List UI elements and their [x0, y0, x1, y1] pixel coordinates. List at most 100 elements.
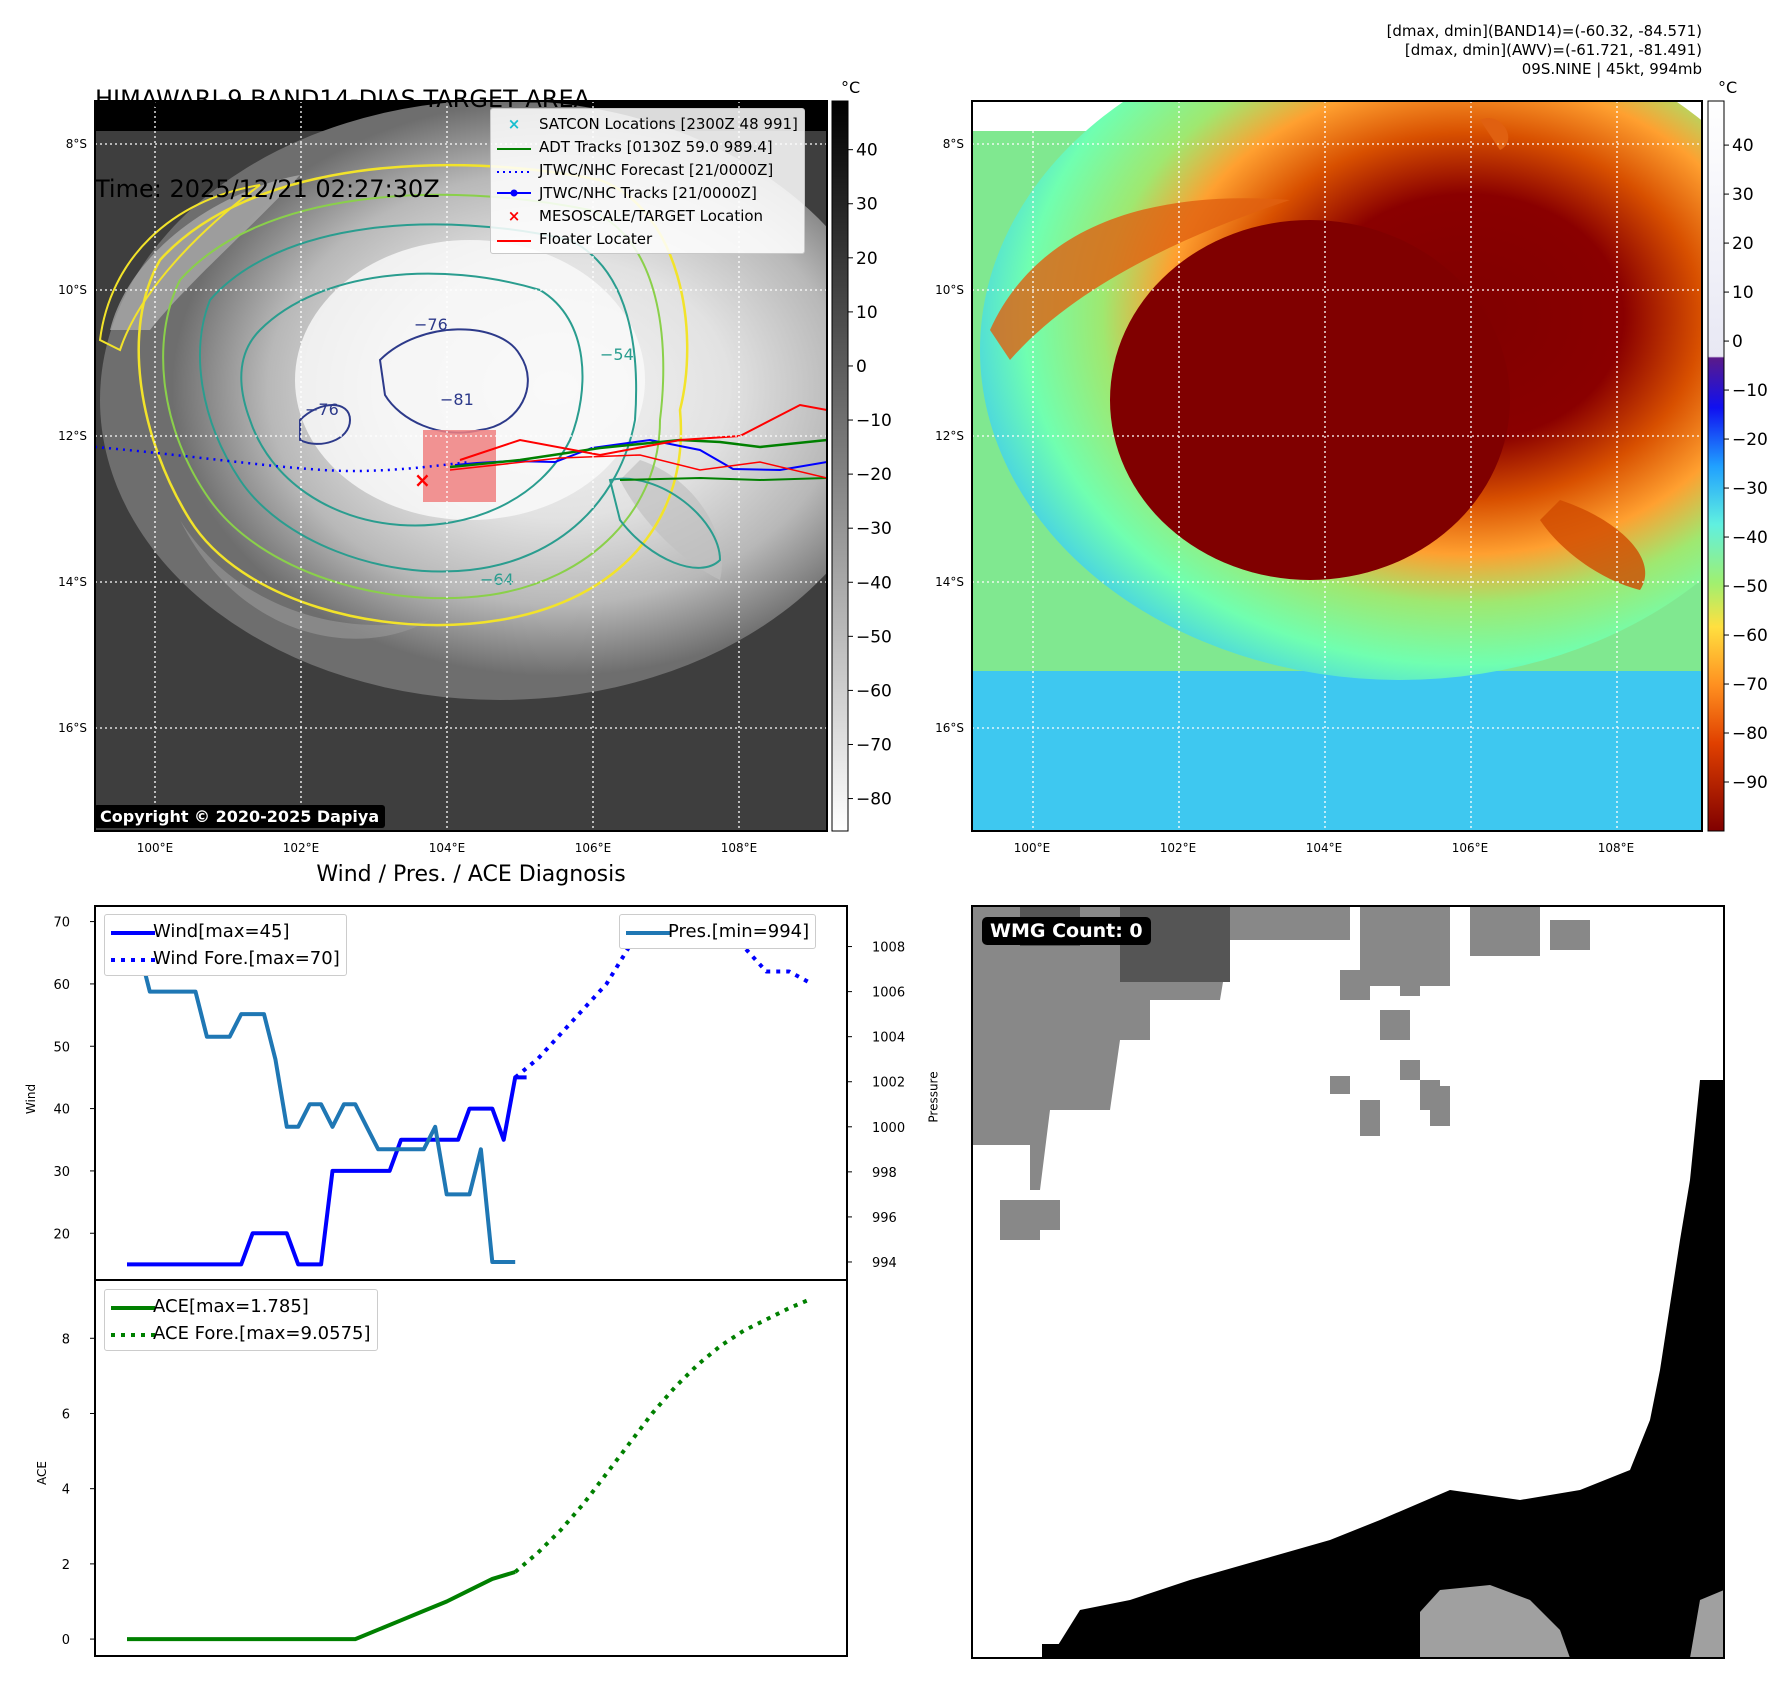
ir-lat-tick: 12°S [58, 429, 87, 443]
legend-item-ace-forecast: ACE Fore.[max=9.0575] [111, 1320, 371, 1347]
awv-lon-tick: 102°E [1160, 841, 1197, 855]
target-location-marker: × [414, 468, 431, 492]
legend-item-jtwc-tracks: JTWC/NHC Tracks [21/0000Z] [497, 181, 798, 204]
ir-colorbar [831, 100, 849, 832]
ir-colorbar-tick: −50 [856, 627, 892, 647]
legend-label: ACE Fore.[max=9.0575] [153, 1323, 371, 1344]
ir-lat-tick: 14°S [58, 575, 87, 589]
adt-track-line-2 [619, 476, 827, 482]
y-tick-label: 4 [62, 1483, 70, 1498]
wmg-image [972, 906, 1724, 1658]
ace-forecast-line-icon [111, 1323, 155, 1344]
awv-lat-tick: 14°S [935, 575, 964, 589]
awv-colorbar-tick: 30 [1732, 185, 1754, 205]
ir-colorbar-tick: −70 [856, 735, 892, 755]
floater-line [459, 403, 827, 461]
y-tick-label: 6 [62, 1407, 70, 1422]
legend-item-target: × MESOSCALE/TARGET Location [497, 204, 798, 227]
awv-colorbar-tick: 40 [1732, 136, 1754, 156]
awv-frame [971, 100, 1703, 832]
y2-tick-label: 1006 [872, 986, 905, 1001]
wind-line-icon [111, 921, 155, 942]
wmg-count-badge: WMG Count: 0 [982, 917, 1151, 945]
ace-chart: 0 2 4 6 8 [62, 1296, 813, 1648]
ir-colorbar-tick: −60 [856, 681, 892, 701]
awv-colorbar-tick: −60 [1732, 626, 1768, 646]
wind-forecast-line-icon [111, 948, 155, 969]
y-tick-label: 70 [53, 916, 70, 931]
y-tick-label: 8 [62, 1332, 70, 1347]
ir-colorbar-tick: 40 [856, 141, 878, 161]
pressure-line-icon [626, 921, 670, 942]
legend-item-ace: ACE[max=1.785] [111, 1293, 371, 1320]
y-tick-label: 60 [53, 978, 70, 993]
ace-frame [94, 1279, 848, 1657]
awv-lon-tick: 104°E [1306, 841, 1343, 855]
series-line-0 [127, 1075, 527, 1267]
legend-label: ACE[max=1.785] [153, 1296, 309, 1317]
awv-lat-tick: 10°S [935, 283, 964, 297]
ir-colorbar-tick: −30 [856, 519, 892, 539]
info-line-3: 09S.NINE | 45kt, 994mb [1521, 60, 1702, 78]
contour-label: −76 [305, 400, 339, 419]
awv-colorbar-tick: −40 [1732, 528, 1768, 548]
ir-colorbar-tick: 0 [856, 357, 867, 377]
ir-colorbar-tick: −10 [856, 411, 892, 431]
contour-label: −81 [440, 390, 474, 409]
y2-tick-label: 1004 [872, 1031, 905, 1046]
y2-tick-label: 1002 [872, 1076, 905, 1091]
floater-line-icon [497, 230, 531, 248]
map-ticks: 100°E 102°E 104°E 106°E 108°E 8°S 10°S 12°S 14°S… [58, 136, 1768, 855]
legend-label: SATCON Locations [2300Z 48 991] [539, 114, 798, 133]
legend-item-satcon: × SATCON Locations [2300Z 48 991] [497, 112, 798, 135]
y-tick-label: 30 [53, 1165, 70, 1180]
track-line-icon [497, 184, 531, 202]
ir-lat-tick: 10°S [58, 283, 87, 297]
awv-colorbar-tick: −30 [1732, 479, 1768, 499]
ace-axis-label: ACE [34, 1461, 49, 1485]
ir-lon-tick: 108°E [721, 841, 758, 855]
y-tick-label: 2 [62, 1558, 70, 1573]
ir-colorbar-tick: −40 [856, 573, 892, 593]
diagnosis-title: Wind / Pres. / ACE Diagnosis [316, 862, 626, 887]
awv-colorbar [1707, 100, 1725, 832]
awv-gridlines [972, 101, 1702, 831]
awv-colorbar-tick: −50 [1732, 577, 1768, 597]
storm-info: [dmax, dmin](BAND14)=(-60.32, -84.571) [… [1387, 22, 1702, 79]
ir-colorbar-tick: −20 [856, 465, 892, 485]
y2-tick-label: 1000 [872, 1121, 905, 1136]
legend-item-floater: Floater Locater [497, 227, 798, 250]
awv-lat-tick: 8°S [943, 137, 964, 151]
pressure-axis-label: Pressure [926, 1071, 941, 1123]
legend-label: ADT Tracks [0130Z 59.0 989.4] [539, 137, 773, 156]
figure-title: HIMAWARI-9 BAND14-DIAS TARGET AREA Time:… [95, 24, 590, 234]
ir-lon-tick: 100°E [137, 841, 174, 855]
info-line-2: [dmax, dmin](AWV)=(-61.721, -81.491) [1404, 41, 1702, 59]
legend-item-pressure: Pres.[min=994] [626, 918, 809, 945]
legend-item-jtwc-forecast: JTWC/NHC Forecast [21/0000Z] [497, 158, 798, 181]
wind-pressure-chart: 20 30 40 50 60 70 994 996 998 1000 1002 1004 1006 100… [53, 916, 905, 1271]
forecast-line-icon [497, 161, 531, 179]
y-tick-label: 50 [53, 1040, 70, 1055]
ace-line-icon [111, 1296, 155, 1317]
awv-colorbar-tick: −20 [1732, 430, 1768, 450]
awv-colorbar-tick: −80 [1732, 724, 1768, 744]
ir-colorbar-tick: 20 [856, 249, 878, 269]
info-line-1: [dmax, dmin](BAND14)=(-60.32, -84.571) [1386, 22, 1702, 40]
legend-label: Wind Fore.[max=70] [153, 948, 340, 969]
legend-label: Wind[max=45] [153, 921, 290, 942]
awv-lon-tick: 108°E [1598, 841, 1635, 855]
legend-label: JTWC/NHC Tracks [21/0000Z] [539, 183, 757, 202]
awv-image [972, 101, 1702, 831]
ir-lat-tick: 16°S [58, 721, 87, 735]
awv-colorbar-tick: 20 [1732, 234, 1754, 254]
wind-axis-label: Wind [24, 1083, 39, 1115]
target-marker-icon: × [507, 206, 521, 225]
series-line-1 [513, 1296, 813, 1574]
awv-lon-tick: 106°E [1452, 841, 1489, 855]
legend-label: Pres.[min=994] [668, 921, 810, 942]
title-line-2: Time: 2025/12/21 02:27:30Z [95, 175, 440, 203]
ir-frame [94, 100, 828, 832]
awv-colorbar-tick: 10 [1732, 283, 1754, 303]
